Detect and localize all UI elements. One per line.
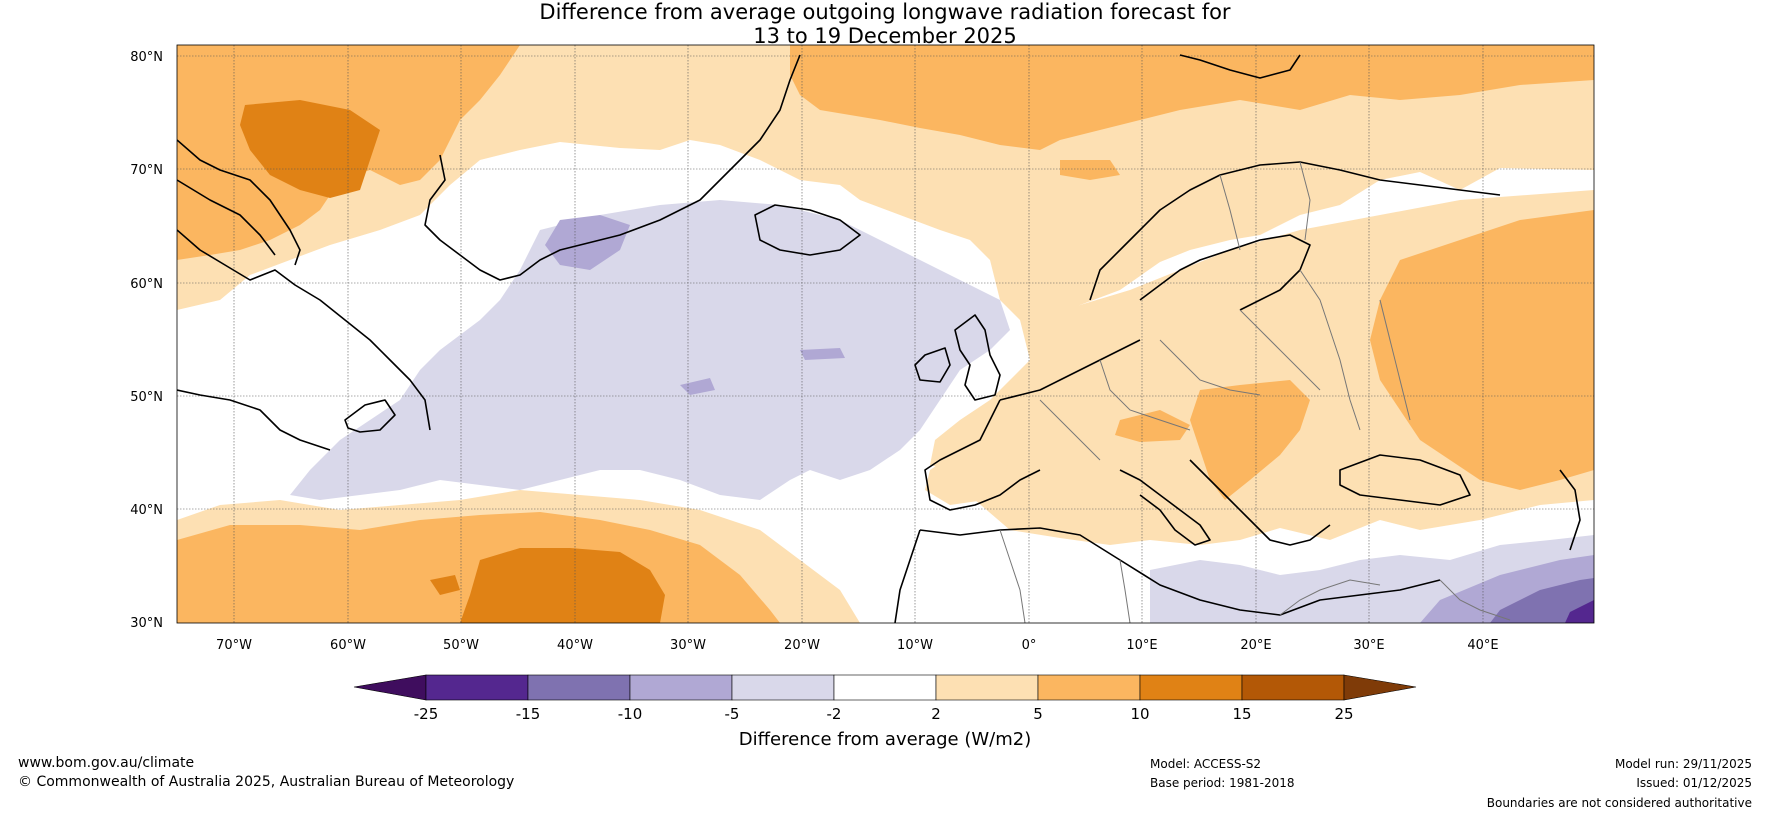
- lat-label: 80°N: [130, 50, 163, 65]
- lon-label: 40°W: [557, 638, 593, 653]
- base-period-text: Base period: 1981-2018: [1150, 776, 1295, 790]
- graticule: [177, 45, 1594, 623]
- colorbar-tick-label: -2: [827, 705, 842, 723]
- colorbar-segment: [935, 674, 1039, 701]
- colorbar-tick-label: -25: [414, 705, 439, 723]
- colorbar-tick-label: 25: [1334, 705, 1353, 723]
- colorbar-segment: [1037, 674, 1141, 701]
- map-frame: [176, 44, 1595, 624]
- title-line-1: Difference from average outgoing longwav…: [539, 0, 1231, 24]
- lon-label: 60°W: [330, 638, 366, 653]
- map-title: Difference from average outgoing longwav…: [0, 0, 1770, 48]
- anomaly-region: [240, 100, 380, 198]
- lon-label: 20°W: [784, 638, 820, 653]
- lon-label: 10°W: [897, 638, 933, 653]
- website-link[interactable]: www.bom.gov.au/climate: [18, 755, 195, 771]
- lon-label: 30°W: [670, 638, 706, 653]
- anomaly-region: [430, 575, 460, 595]
- forecast-map: [177, 45, 1594, 623]
- country-borders: [999, 161, 1511, 623]
- anomaly-region: [1490, 578, 1594, 623]
- lat-label: 50°N: [130, 390, 163, 405]
- model-text: Model: ACCESS-S2: [1150, 757, 1262, 771]
- model-run-text: Model run: 29/11/2025: [1614, 757, 1752, 771]
- lon-label: 10°E: [1126, 638, 1157, 653]
- lon-label: 20°E: [1240, 638, 1271, 653]
- longitude-labels: 70°W 60°W 50°W 40°W 30°W 20°W 10°W 0° 10…: [216, 638, 1499, 653]
- anomaly-region: [1190, 380, 1310, 500]
- lat-label: 40°N: [130, 503, 163, 518]
- title-line-2: 13 to 19 December 2025: [753, 24, 1017, 48]
- colorbar-tick-label: -10: [618, 705, 643, 723]
- lon-label: 40°E: [1467, 638, 1498, 653]
- anomaly-region: [1115, 410, 1190, 442]
- anomaly-region: [177, 45, 1594, 320]
- lon-label: 70°W: [216, 638, 252, 653]
- colorbar-tick-label: -15: [516, 705, 541, 723]
- colorbar-tick-label: 5: [1033, 705, 1043, 723]
- lon-label: 50°W: [443, 638, 479, 653]
- colorbar-label: Difference from average (W/m2): [739, 729, 1031, 750]
- anomaly-region: [290, 200, 1010, 500]
- colorbar-tick-label: 10: [1130, 705, 1149, 723]
- disclaimer-text: Boundaries are not considered authoritat…: [1486, 796, 1752, 810]
- colorbar-segment: [629, 674, 733, 701]
- colorbar-max-arrow: [1343, 674, 1417, 701]
- anomaly-region: [1370, 210, 1594, 490]
- anomaly-region: [1060, 160, 1120, 180]
- anomaly-region: [680, 378, 715, 395]
- anomaly-region: [790, 45, 1594, 150]
- anomaly-region: [925, 440, 1010, 505]
- colorbar-tick-label: 2: [931, 705, 941, 723]
- colorbar-segment: [425, 674, 529, 701]
- colorbar-ticks: -25 -15 -10 -5 -2 2 5 10 15 25: [414, 705, 1354, 723]
- latitude-labels: 80°N 70°N 60°N 50°N 40°N 30°N: [130, 50, 163, 631]
- colorbar-segment: [1139, 674, 1243, 701]
- coastlines: [177, 54, 1581, 623]
- colorbar-min-arrow: [353, 674, 427, 701]
- colorbar-segment: [833, 674, 937, 701]
- anomaly-region: [1565, 600, 1594, 623]
- colorbar-segment: [731, 674, 835, 701]
- anomaly-region: [800, 348, 845, 360]
- colorbar-tick-label: 15: [1232, 705, 1251, 723]
- colorbar-segment: [1241, 674, 1345, 701]
- lat-label: 70°N: [130, 163, 163, 178]
- lat-label: 30°N: [130, 616, 163, 631]
- anomaly-region: [460, 548, 665, 623]
- lon-label: 0°: [1022, 638, 1037, 653]
- copyright-text: © Commonwealth of Australia 2025, Austra…: [18, 774, 515, 790]
- colorbar: -25 -15 -10 -5 -2 2 5 10 15 25 Differenc…: [353, 674, 1417, 750]
- colorbar-segment: [527, 674, 631, 701]
- lat-label: 60°N: [130, 277, 163, 292]
- issued-text: Issued: 01/12/2025: [1636, 776, 1752, 790]
- colorbar-tick-label: -5: [725, 705, 740, 723]
- lon-label: 30°E: [1353, 638, 1384, 653]
